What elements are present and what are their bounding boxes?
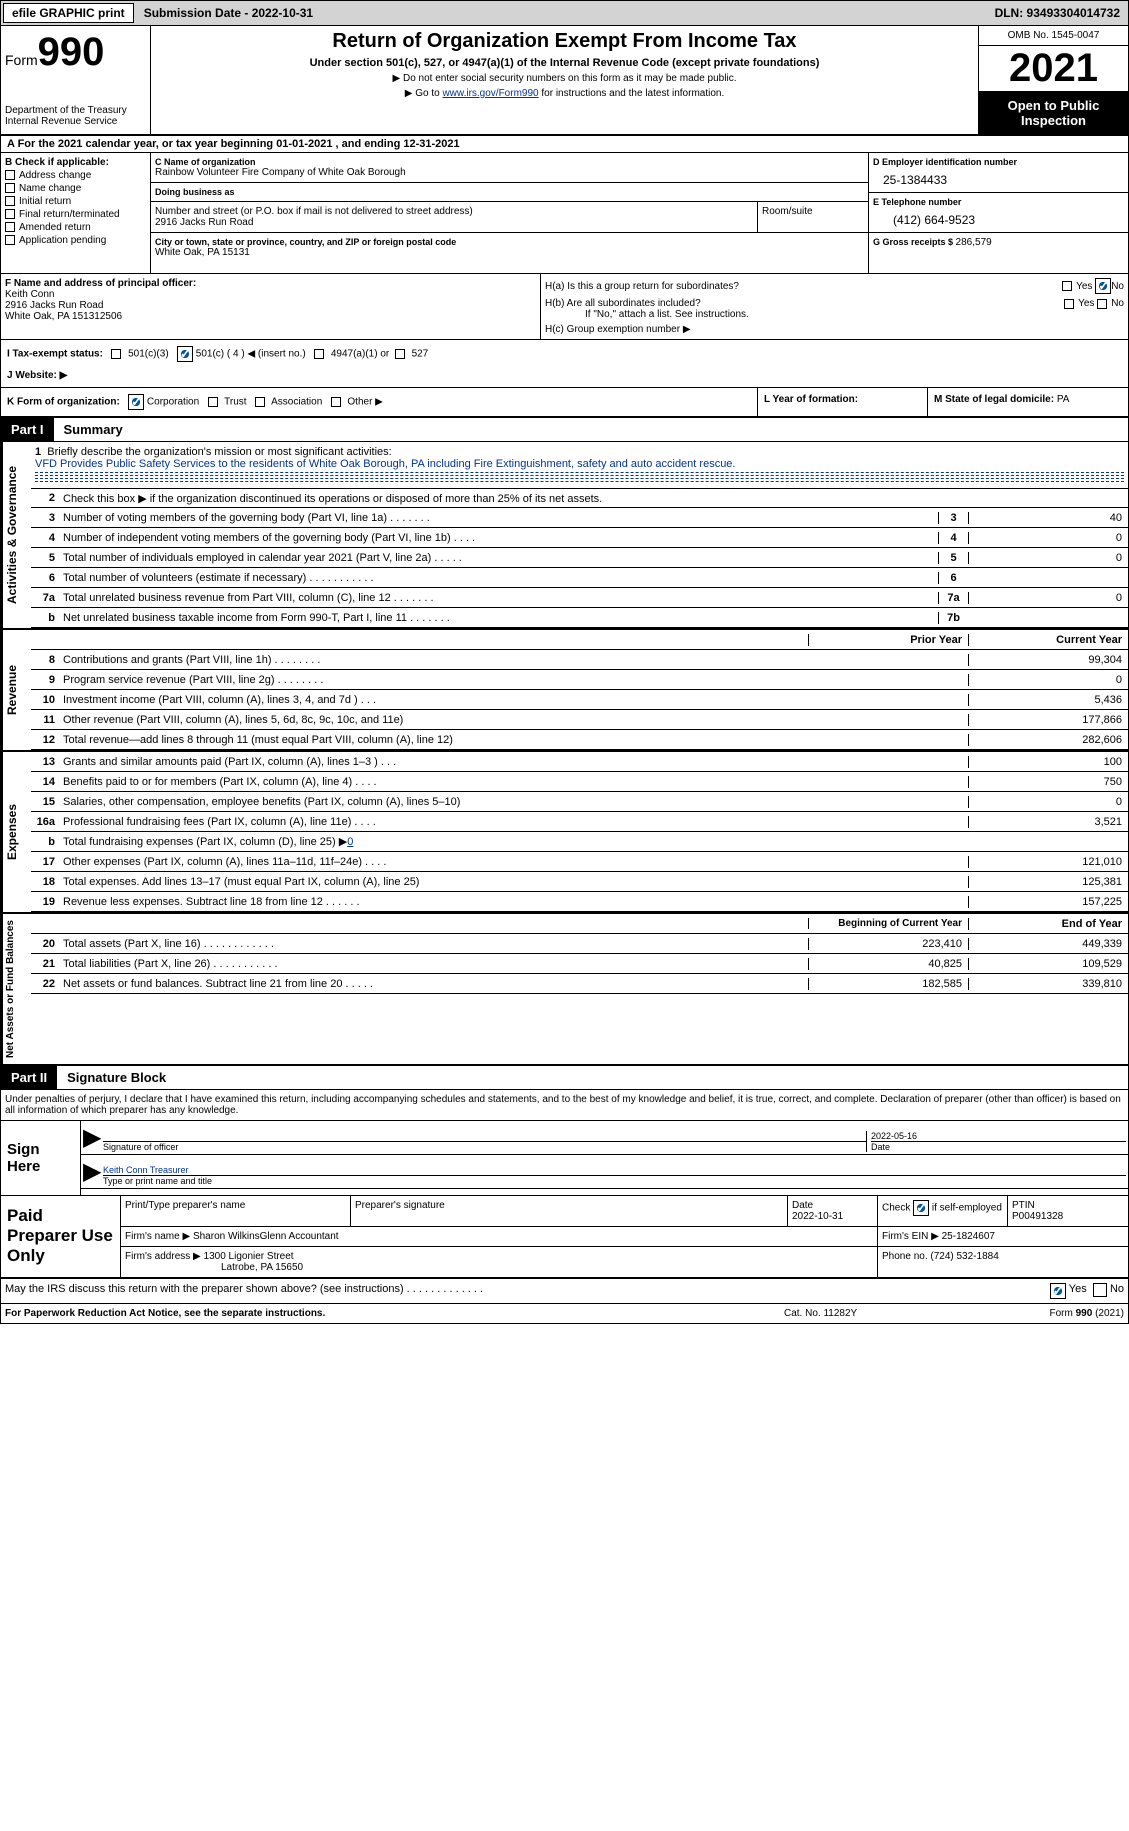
mission-text: VFD Provides Public Safety Services to t… <box>35 458 735 470</box>
group-return-yes[interactable] <box>1062 281 1072 291</box>
line3-value: 40 <box>968 512 1128 524</box>
submission-date: Submission Date - 2022-10-31 <box>136 4 321 22</box>
paid-preparer-block: Paid Preparer Use Only Print/Type prepar… <box>1 1196 1128 1279</box>
ein: 25-1384433 <box>873 167 1124 187</box>
527-checkbox[interactable] <box>395 349 405 359</box>
self-employed-checkbox[interactable] <box>913 1200 929 1216</box>
trust-checkbox[interactable] <box>208 397 218 407</box>
instructions-note: ▶ Go to www.irs.gov/Form990 for instruct… <box>155 88 974 99</box>
501c-checkbox[interactable] <box>177 346 193 362</box>
omb-number: OMB No. 1545-0047 <box>979 26 1128 46</box>
part1-header: Part I Summary <box>1 418 1128 442</box>
discuss-yes-checkbox[interactable] <box>1050 1283 1066 1299</box>
gross-receipts: 286,579 <box>956 237 992 248</box>
other-checkbox[interactable] <box>331 397 341 407</box>
form-header: Form990 Department of the Treasury Inter… <box>1 26 1128 136</box>
exempt-status-row: I Tax-exempt status: 501(c)(3) 501(c) ( … <box>1 340 1128 388</box>
amended-return-checkbox[interactable] <box>5 222 15 232</box>
check-if-applicable: B Check if applicable: Address change Na… <box>1 153 151 273</box>
dln: DLN: 93493304014732 <box>995 6 1128 20</box>
dept-treasury: Department of the Treasury <box>5 105 146 116</box>
officer-name: Keith Conn <box>5 289 536 300</box>
4947-checkbox[interactable] <box>314 349 324 359</box>
ssn-note: ▶ Do not enter social security numbers o… <box>155 73 974 84</box>
final-return-checkbox[interactable] <box>5 209 15 219</box>
efile-print-button[interactable]: efile GRAPHIC print <box>3 3 134 23</box>
topbar: efile GRAPHIC print Submission Date - 20… <box>1 1 1128 26</box>
part2-header: Part II Signature Block <box>1 1064 1128 1090</box>
signature-declaration: Under penalties of perjury, I declare th… <box>1 1090 1128 1121</box>
discuss-no-checkbox[interactable] <box>1093 1283 1107 1297</box>
corp-checkbox[interactable] <box>128 394 144 410</box>
501c3-checkbox[interactable] <box>111 349 121 359</box>
officer-group-row: F Name and address of principal officer:… <box>1 274 1128 340</box>
open-to-public: Open to Public Inspection <box>979 92 1128 134</box>
application-pending-checkbox[interactable] <box>5 235 15 245</box>
net-assets-section: Net Assets or Fund Balances Beginning of… <box>1 912 1128 1064</box>
subordinates-no[interactable] <box>1097 299 1107 309</box>
street: 2916 Jacks Run Road <box>155 217 753 228</box>
telephone: (412) 664-9523 <box>873 207 1124 227</box>
name-arrow-icon: ▶ <box>83 1157 103 1186</box>
revenue-section: Revenue Prior YearCurrent Year 8Contribu… <box>1 628 1128 750</box>
org-name-label: C Name of organization <box>155 157 864 167</box>
firm-name: Sharon WilkinsGlenn Accountant <box>193 1231 339 1242</box>
activities-governance: Activities & Governance 1 Briefly descri… <box>1 442 1128 628</box>
discuss-with-preparer: May the IRS discuss this return with the… <box>1 1279 1128 1304</box>
subordinates-yes[interactable] <box>1064 299 1074 309</box>
form-title: Return of Organization Exempt From Incom… <box>155 30 974 53</box>
tax-year-line: A For the 2021 calendar year, or tax yea… <box>1 136 1128 153</box>
initial-return-checkbox[interactable] <box>5 196 15 206</box>
form-subtitle: Under section 501(c), 527, or 4947(a)(1)… <box>155 57 974 69</box>
form-990-page: efile GRAPHIC print Submission Date - 20… <box>0 0 1129 1324</box>
ptin: P00491328 <box>1012 1211 1063 1222</box>
form-number: Form990 <box>5 30 146 75</box>
irs-link[interactable]: www.irs.gov/Form990 <box>442 88 538 99</box>
org-block: B Check if applicable: Address change Na… <box>1 153 1128 274</box>
group-exemption: H(c) Group exemption number ▶ <box>545 324 1124 335</box>
expenses-section: Expenses 13Grants and similar amounts pa… <box>1 750 1128 912</box>
officer-signature-name: Keith Conn Treasurer <box>103 1165 189 1175</box>
irs-label: Internal Revenue Service <box>5 116 146 127</box>
dba-label: Doing business as <box>155 187 864 197</box>
city: White Oak, PA 15131 <box>155 247 864 258</box>
address-change-checkbox[interactable] <box>5 170 15 180</box>
sign-here-block: Sign Here ▶ Signature of officer 2022-05… <box>1 1121 1128 1196</box>
assoc-checkbox[interactable] <box>255 397 265 407</box>
group-return-no[interactable] <box>1095 278 1111 294</box>
name-change-checkbox[interactable] <box>5 183 15 193</box>
state: PA <box>1057 394 1070 405</box>
signature-arrow-icon: ▶ <box>83 1123 103 1152</box>
page-footer: For Paperwork Reduction Act Notice, see … <box>1 1304 1128 1323</box>
form-of-org-row: K Form of organization: Corporation Trus… <box>1 388 1128 418</box>
tax-year: 2021 <box>979 46 1128 92</box>
org-name: Rainbow Volunteer Fire Company of White … <box>155 167 864 178</box>
